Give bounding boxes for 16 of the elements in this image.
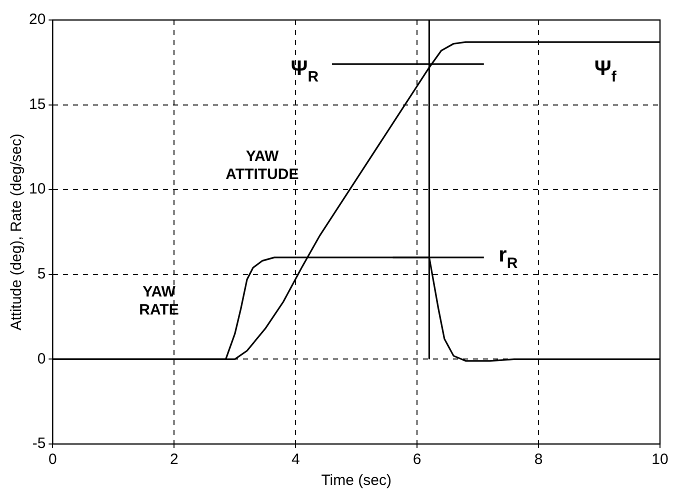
annotation: YAW RATE [139,284,179,319]
x-tick-label: 8 [534,451,543,468]
x-axis-title: Time (sec) [321,472,392,490]
y-tick-label: 10 [28,180,46,198]
y-tick-label: 15 [28,96,46,113]
x-tick-label: 2 [170,451,178,468]
y-axis-title: Attitude (deg), Rate (deg/sec) [8,134,26,330]
x-tick-label: 4 [291,451,300,468]
y-tick-label: -5 [32,435,46,452]
x-tick-label: 10 [652,451,668,468]
y-tick-label: 0 [37,350,46,368]
annotation: YAW ATTITUDE [226,148,299,183]
x-tick-label: 6 [412,451,422,468]
x-tick-label: 0 [48,451,57,468]
y-tick-label: 5 [37,266,46,283]
y-tick-label: 20 [28,11,46,28]
